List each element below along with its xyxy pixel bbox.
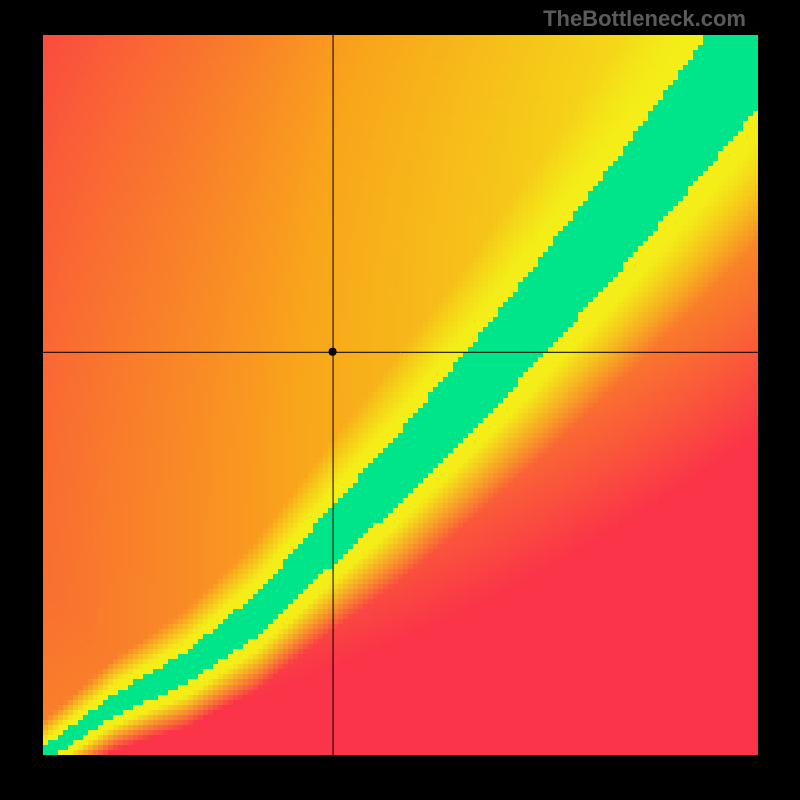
chart-container: TheBottleneck.com — [0, 0, 800, 800]
bottleneck-heatmap — [43, 35, 758, 755]
watermark-text: TheBottleneck.com — [543, 6, 746, 32]
